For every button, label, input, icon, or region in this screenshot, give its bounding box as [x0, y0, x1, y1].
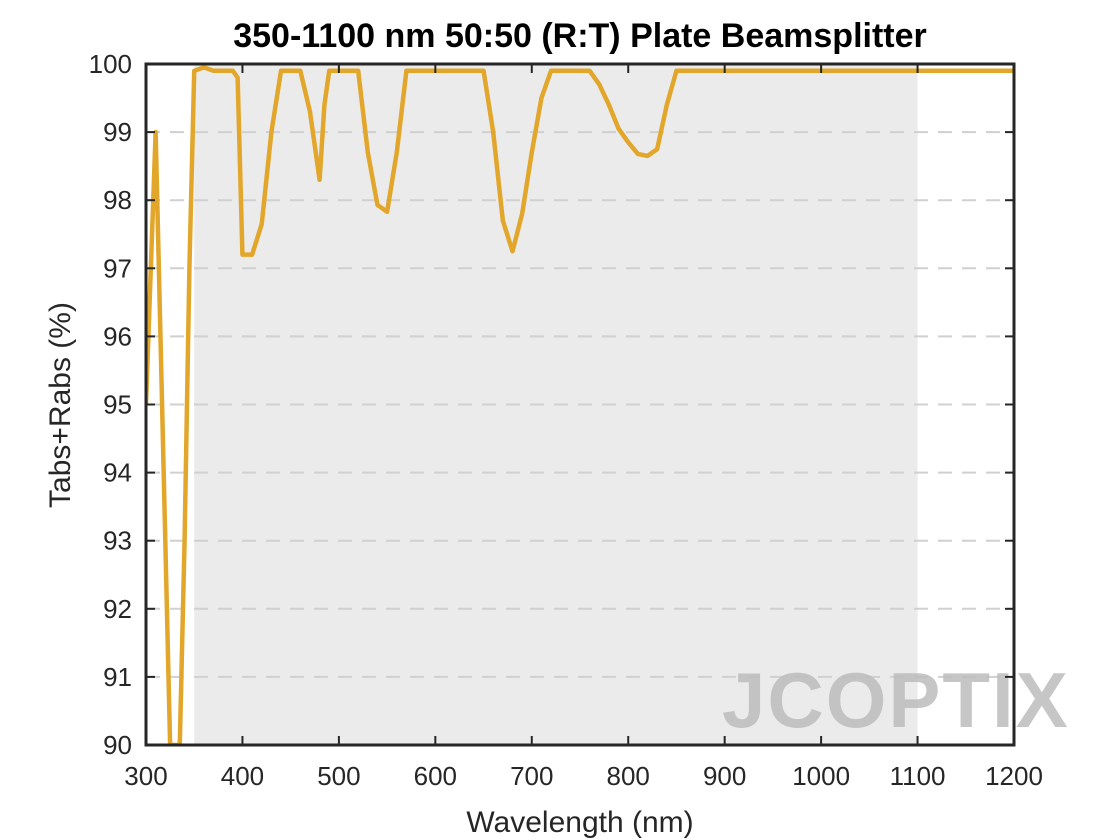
x-tick-label: 700 — [510, 761, 553, 791]
y-tick-label: 97 — [103, 253, 132, 283]
y-tick-label: 90 — [103, 730, 132, 760]
y-axis-ticks: 90 91 92 93 94 95 96 97 98 99 100 — [89, 49, 1014, 760]
watermark: JCOPTIX — [722, 656, 1070, 744]
y-tick-label: 92 — [103, 594, 132, 624]
grid-lines — [146, 131, 1014, 678]
y-tick-label: 91 — [103, 662, 132, 692]
y-tick-label: 96 — [103, 321, 132, 351]
x-tick-label: 300 — [124, 761, 167, 791]
x-axis-ticks: 300 400 500 600 700 800 900 1000 1100 1200 — [124, 64, 1043, 791]
watermark-logo: JCOPTIX — [722, 656, 1070, 744]
x-axis-label: Wavelength (nm) — [466, 806, 693, 839]
x-tick-label: 400 — [221, 761, 264, 791]
y-tick-label: 98 — [103, 185, 132, 215]
x-tick-label: 500 — [317, 761, 360, 791]
x-tick-label: 900 — [703, 761, 746, 791]
x-tick-label: 600 — [414, 761, 457, 791]
x-tick-label: 1100 — [890, 761, 946, 791]
y-tick-label: 94 — [103, 458, 132, 488]
y-tick-label: 95 — [103, 390, 132, 420]
x-tick-label: 800 — [607, 761, 650, 791]
x-tick-label: 1000 — [792, 761, 850, 791]
x-tick-label: 1200 — [985, 761, 1043, 791]
y-tick-label: 100 — [89, 49, 132, 79]
y-tick-label: 93 — [103, 526, 132, 556]
chart-title: 350-1100 nm 50:50 (R:T) Plate Beamsplitt… — [233, 17, 927, 55]
y-axis-label: Tabs+Rabs (%) — [44, 302, 77, 508]
y-tick-label: 99 — [103, 117, 132, 147]
